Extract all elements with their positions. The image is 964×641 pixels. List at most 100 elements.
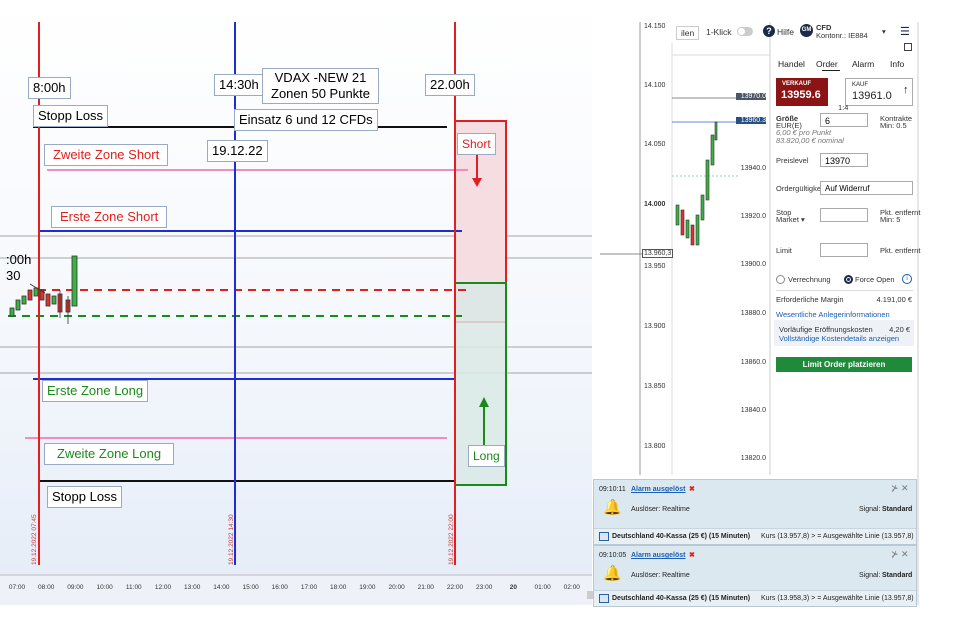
bell-icon: 🔔 <box>603 565 622 582</box>
hint: Min: 0.5 <box>880 121 907 130</box>
link[interactable]: Vollständige Kostendetails anzeigen <box>779 334 900 343</box>
date-labels: 19.12.2022 07:45 19.12.2022 14:30 19.12.20… <box>31 514 455 565</box>
time-axis: 07:00 08:00 09:00 10:00 11:00 12:00 13:00 14:00… <box>9 584 580 591</box>
value: 4.191,00 € <box>876 295 912 304</box>
price-tick-label: 13840.0 <box>740 407 766 414</box>
price-tick-label: 13.850 <box>644 383 666 390</box>
costs-box <box>774 320 914 346</box>
info-icon[interactable]: i <box>902 274 912 284</box>
popout-icon[interactable] <box>904 43 912 51</box>
label: Limit <box>776 246 792 255</box>
price-tick-label: 13820.0 <box>740 455 766 462</box>
validity-select[interactable]: Auf Widerruf <box>820 181 913 195</box>
tab[interactable]: Order <box>816 59 838 69</box>
radio[interactable] <box>776 275 785 284</box>
candles <box>9 255 78 324</box>
alert-time: 09:10:11 <box>599 486 626 493</box>
time-tick-label: 10:00 <box>96 584 113 591</box>
time-tick-label: 14:00 <box>213 584 230 591</box>
time-tick-label: 15:00 <box>242 584 259 591</box>
close-mark: ✖ <box>689 552 695 559</box>
stop-input[interactable] <box>820 208 868 222</box>
alert-instrument: Deutschland 40-Kassa (25 €) (15 Minuten) <box>612 533 751 540</box>
price-tick-label: 13960.3 <box>736 117 766 124</box>
annotation: 8:00h <box>28 77 71 99</box>
alert-tools[interactable]: ⊁ ✕ <box>891 549 909 559</box>
label: Erforderliche Margin <box>776 295 844 304</box>
alert-card: 09:10:05 Alarm ausgelöst ✖ ⊁ ✕ 🔔 Auslöser: Re… <box>593 545 917 607</box>
annotation: Zweite Zone Long <box>44 443 175 465</box>
alert-title[interactable]: Alarm ausgelöst <box>631 486 686 493</box>
account-type: CFD <box>816 23 832 32</box>
close-mark: ✖ <box>689 486 695 493</box>
tab[interactable]: Alarm <box>852 59 875 69</box>
hint: Min: 5 <box>880 215 901 224</box>
dropdown[interactable]: Market ▾ <box>776 215 805 224</box>
scroll-handle <box>587 591 593 599</box>
arrow: ↑ <box>835 83 841 95</box>
annotation: Stopp Loss <box>33 105 109 127</box>
chart-icon <box>599 594 609 603</box>
price-tick-label: 13920.0 <box>740 213 766 220</box>
alert-title[interactable]: Alarm ausgelöst <box>631 552 686 559</box>
time-tick-label: 12:00 <box>155 584 172 591</box>
note: 6,00 € pro Punkt <box>776 128 832 137</box>
limit-input[interactable] <box>820 243 868 257</box>
hint: Pkt. entfernt <box>880 246 921 255</box>
size-input[interactable]: 6 <box>820 113 868 127</box>
dropdown-arrow[interactable]: ▾ <box>882 27 886 36</box>
link[interactable]: Wesentliche Anlegerinformationen <box>776 310 890 319</box>
alert-tools[interactable]: ⊁ ✕ <box>891 483 909 493</box>
annotation: Long <box>468 445 505 467</box>
time-tick-label: 20:00 <box>388 584 405 591</box>
sell-button[interactable]: VERKAUF 13959.6 ↑ <box>776 78 841 106</box>
alert-condition: Kurs (13.957,8) > = Ausgewählte Linie (1… <box>761 533 914 540</box>
annotation: VDAX -NEW 21 Zonen 50 Punkte <box>262 68 380 104</box>
label: EUR(E) <box>776 121 802 130</box>
price-input[interactable]: 13970 <box>820 153 868 167</box>
menu-icon[interactable]: ☰ <box>900 26 910 38</box>
radio-checked[interactable] <box>844 275 853 284</box>
label: Verrechnung <box>788 275 831 284</box>
signal-value: Standard <box>882 572 913 579</box>
annotation: Erste Zone Long <box>42 380 149 402</box>
help-icon[interactable]: ? <box>763 25 775 37</box>
annotation: Stopp Loss <box>47 486 123 508</box>
alert-trigger: Auslöser: Realtime <box>631 572 690 579</box>
label: Preislevel <box>776 156 809 165</box>
toggle[interactable] <box>737 27 753 36</box>
alert-instrument: Deutschland 40-Kassa (25 €) (15 Minuten) <box>612 595 751 602</box>
tab[interactable]: ilen <box>676 26 700 40</box>
price-tick-label: 13.950 <box>644 263 666 270</box>
hint: Pkt. entfernt <box>880 208 921 217</box>
mini-candles <box>675 121 718 246</box>
buy-price: 13961.0 <box>852 90 892 102</box>
note: 83.820,00 € nominal <box>776 136 844 145</box>
annotation: Einsatz 6 und 12 CFDs <box>234 109 378 131</box>
alert-card: 09:10:11 Alarm ausgelöst ✖ ⊁ ✕ 🔔 Auslöser: Re… <box>593 479 917 545</box>
date-label: 19.12.2022 22:00 <box>448 514 455 565</box>
submit-button[interactable]: Limit Order platzieren <box>776 357 912 372</box>
price-tick-label: 13.800 <box>644 443 666 450</box>
alert-footer: Deutschland 40-Kassa (25 €) (15 Minuten)… <box>594 590 916 606</box>
buy-button[interactable]: KAUF 13961.0 ↑ <box>845 78 913 106</box>
tab[interactable]: Handel <box>778 59 805 69</box>
tab[interactable]: Info <box>890 59 905 69</box>
chart-icon <box>599 532 609 541</box>
price-tick-label: 13970.0 <box>736 93 766 100</box>
help-link[interactable]: Hilfe <box>777 27 795 37</box>
divider <box>776 290 913 291</box>
price-tick-label: 13860.0 <box>740 359 766 366</box>
avatar[interactable]: GM <box>800 24 813 37</box>
alert-trigger: Auslöser: Realtime <box>631 506 690 513</box>
bell-icon: 🔔 <box>603 499 622 516</box>
time-tick-label: 18:00 <box>330 584 347 591</box>
annotation: 19.12.22 <box>207 140 268 162</box>
spread: 1:4 <box>838 103 849 112</box>
sell-price: 13959.6 <box>781 89 821 101</box>
time-tick-label: 23:00 <box>476 584 493 591</box>
signal-label: Signal: <box>859 572 881 579</box>
arrow: ↑ <box>903 84 909 96</box>
alert-footer: Deutschland 40-Kassa (25 €) (15 Minuten)… <box>594 528 916 544</box>
